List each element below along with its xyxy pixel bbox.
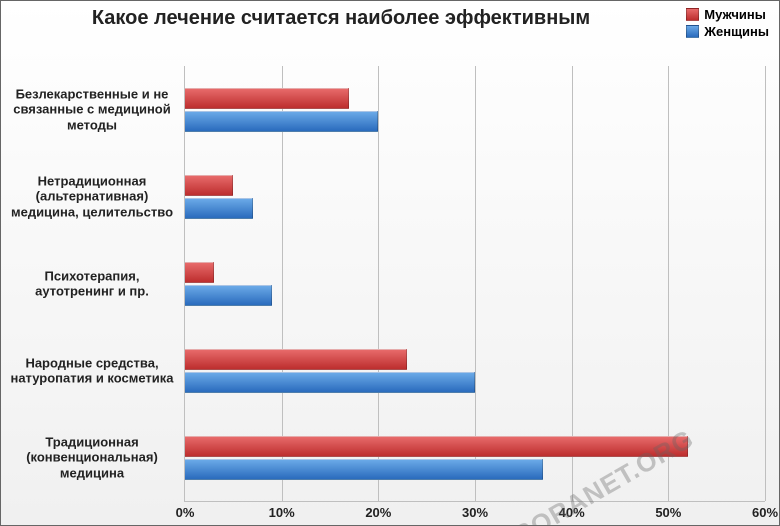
gridline [765, 66, 766, 501]
x-tick-label: 0% [176, 505, 195, 520]
y-tick-label: Народные средства, натуропатия и космети… [7, 355, 185, 386]
legend-item: Мужчины [686, 7, 769, 22]
bar [185, 262, 214, 283]
bar [185, 88, 349, 109]
legend-swatch [686, 25, 699, 38]
legend-item: Женщины [686, 24, 769, 39]
x-tick-label: 30% [462, 505, 488, 520]
chart-title: Какое лечение считается наиболее эффекти… [1, 7, 681, 30]
x-tick-label: 60% [752, 505, 778, 520]
legend-swatch [686, 8, 699, 21]
bar [185, 175, 233, 196]
x-tick-label: 10% [269, 505, 295, 520]
y-tick-label: Традиционная (конвенциональная) медицина [7, 434, 185, 481]
y-tick-label: Безлекарственные и не связанные с медици… [7, 86, 185, 133]
x-tick-label: 20% [365, 505, 391, 520]
chart-frame: Какое лечение считается наиболее эффекти… [0, 0, 780, 526]
bar [185, 459, 543, 480]
y-tick-label: Нетрадиционная (альтернативная) медицина… [7, 173, 185, 220]
bar [185, 285, 272, 306]
bar [185, 349, 407, 370]
bar [185, 111, 378, 132]
bar [185, 372, 475, 393]
bar [185, 436, 688, 457]
legend-label: Мужчины [704, 7, 766, 22]
bar [185, 198, 253, 219]
x-tick-label: 50% [655, 505, 681, 520]
legend: Мужчины Женщины [686, 7, 769, 41]
legend-label: Женщины [704, 24, 769, 39]
y-tick-label: Психотерапия, аутотренинг и пр. [7, 268, 185, 299]
